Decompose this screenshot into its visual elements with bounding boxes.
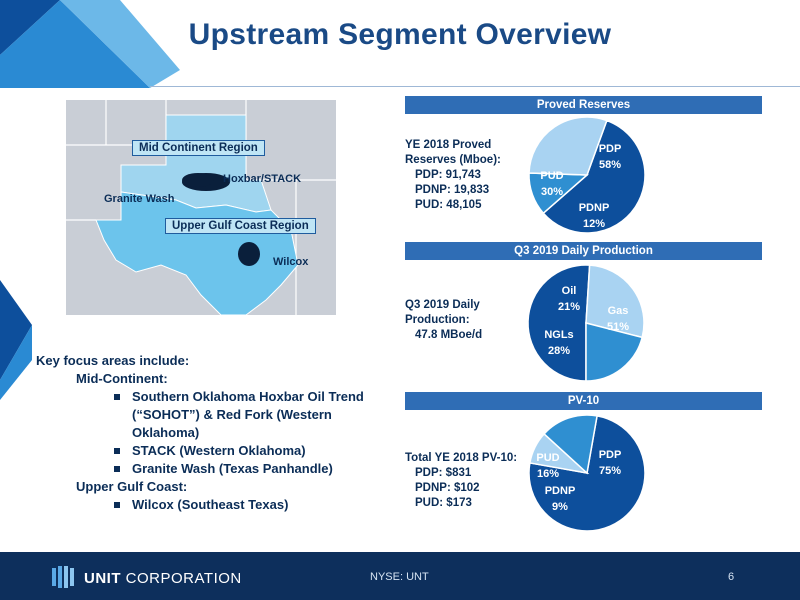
daily-production-stats: Q3 2019 Daily Production: 47.8 MBoe/d (405, 299, 483, 341)
key-focus-list: Key focus areas include: Mid-Continent: … (36, 352, 376, 514)
list-item: STACK (Western Oklahoma) (36, 442, 376, 460)
title-divider (150, 86, 800, 87)
list-item: Granite Wash (Texas Panhandle) (36, 460, 376, 478)
pie-label: PDNP 9% (544, 485, 576, 513)
granite-wash-label: Granite Wash (104, 193, 175, 205)
mid-continent-label: Mid Continent Region (132, 140, 265, 156)
proved-reserves-header: Proved Reserves (405, 96, 762, 114)
pie-label: PDP 58% (598, 143, 622, 171)
bullet-square-icon (114, 448, 120, 454)
unit-logo-icon (52, 566, 74, 588)
key-focus-intro: Key focus areas include: (36, 353, 190, 368)
company-name: UNIT CORPORATION (84, 570, 242, 587)
proved-reserves-pie (528, 116, 646, 234)
list-item: Wilcox (Southeast Texas) (36, 496, 376, 514)
corner-decoration-top (0, 0, 180, 88)
pie-label: PDNP 12% (578, 202, 610, 230)
page-number: 6 (728, 571, 735, 583)
pie-label: PDP 75% (598, 449, 622, 477)
wilcox-label: Wilcox (273, 256, 309, 268)
bullet-square-icon (114, 466, 120, 472)
pie-slice-pdp (542, 119, 646, 234)
wilcox-play-shape (238, 242, 260, 266)
pie-slice-pud (528, 116, 608, 176)
pv10-pie (528, 414, 646, 532)
pie-label: Oil 21% (557, 285, 581, 313)
pv10-header: PV-10 (405, 392, 762, 410)
pie-slice-oil (585, 322, 644, 382)
pie-label: NGLs 28% (544, 329, 574, 357)
ticker-symbol: NYSE: UNT (370, 571, 429, 583)
slide-title: Upstream Segment Overview (188, 18, 612, 51)
daily-production-pie (527, 264, 645, 382)
upper-gulf-coast-label: Upper Gulf Coast Region (165, 218, 316, 234)
pv10-stats: Total YE 2018 PV-10: PDP: $831 PDNP: $10… (405, 452, 518, 509)
pie-label: PUD 16% (536, 452, 560, 480)
proved-reserves-stats: YE 2018 Proved Reserves (Mboe): PDP: 91,… (405, 139, 501, 211)
corner-decoration-left (0, 280, 32, 400)
pie-label: Gas 51% (606, 305, 630, 333)
pie-slice-pud (543, 414, 598, 475)
daily-production-header: Q3 2019 Daily Production (405, 242, 762, 260)
pie-label: PUD 30% (540, 170, 564, 198)
list-item: Southern Oklahoma Hoxbar Oil Trend (“SOH… (36, 388, 376, 442)
region-heading: Upper Gulf Coast: (76, 479, 188, 494)
region-map (66, 100, 336, 315)
footer-bar: UNIT CORPORATION NYSE: UNT 6 (0, 552, 800, 600)
region-heading: Mid-Continent: (76, 371, 168, 386)
pie-slice-gas (527, 264, 591, 382)
bullet-square-icon (114, 394, 120, 400)
bullet-square-icon (114, 502, 120, 508)
hoxbar-stack-label: Hoxbar/STACK (223, 173, 302, 185)
pie-slice-ngls (585, 264, 645, 339)
